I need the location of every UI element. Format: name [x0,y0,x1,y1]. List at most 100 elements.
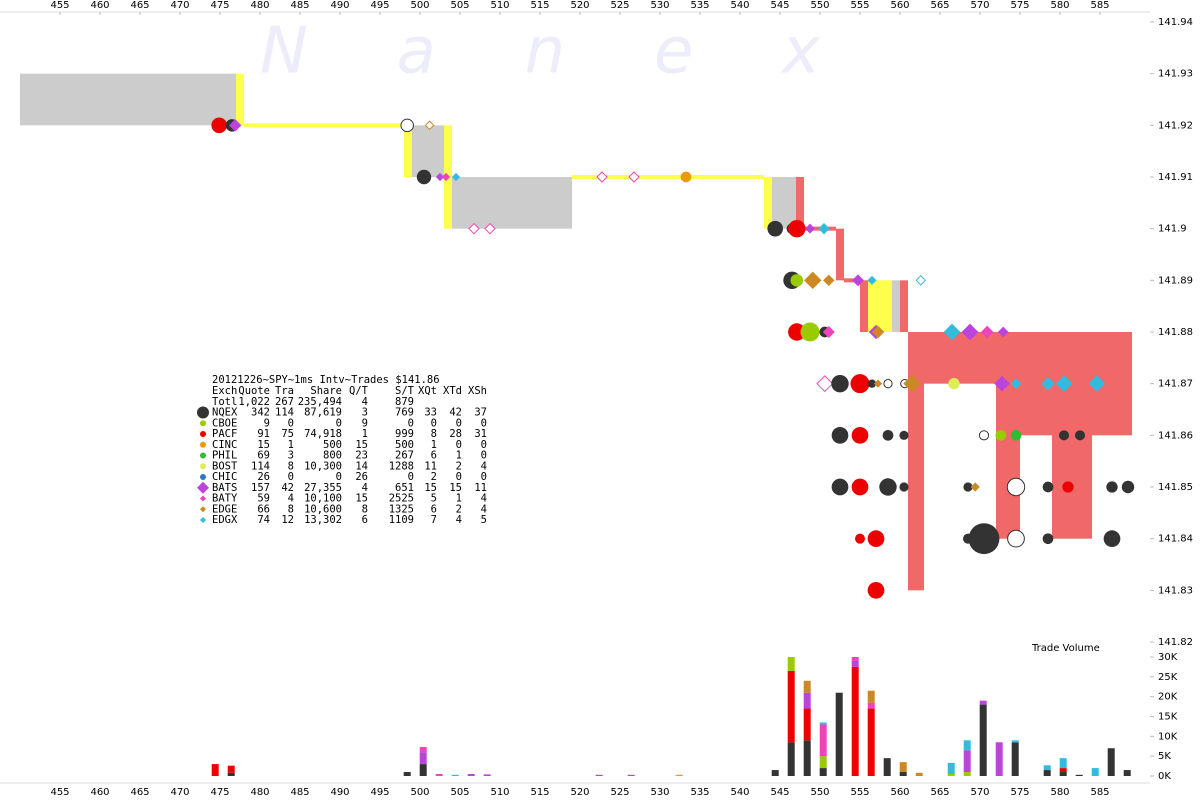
volume-segment [819,724,827,757]
y-tick-label: 141.9 [1158,224,1187,235]
volume-segment [435,774,443,776]
quote-span [860,280,868,332]
stats-cell: 4 [362,482,368,494]
x-tick-label-top: 575 [1010,0,1029,11]
x-tick-label-bottom: 560 [890,787,909,798]
y-tick-label: 141.88 [1158,327,1193,338]
volume-segment [851,666,859,776]
stats-cell: 4 [481,460,487,472]
volume-segment [819,756,827,769]
stats-cell: 27,355 [304,482,342,494]
quote-span [868,280,892,332]
volume-segment [675,774,683,776]
stats-cell: 10,600 [304,503,342,515]
stats-cell: 8 [431,428,437,440]
trade [961,323,979,341]
x-tick-label-bottom: 475 [210,787,229,798]
trade [596,171,608,183]
stats-cell: 4 [481,503,487,515]
volume-label: Trade Volume [1031,643,1100,654]
x-tick-label-top: 540 [730,0,749,11]
x-tick-label-top: 485 [290,0,309,11]
x-tick-label-bottom: 500 [410,787,429,798]
stats-cell: CBOE [212,417,237,429]
stats-cell: EDGX [212,514,238,526]
stats-cell: 37 [474,407,487,419]
volume-segment [467,774,475,776]
x-tick-label-bottom: 510 [490,787,509,798]
x-tick-label-top: 550 [810,0,829,11]
x-tick-label-top: 490 [330,0,349,11]
stats-cell: 500 [395,439,414,451]
x-tick-label-top: 480 [250,0,269,11]
volume-segment [1123,770,1131,776]
stats-cell: 1 [456,493,462,505]
volume-segment [211,764,219,776]
trade [980,325,994,339]
trade [823,274,835,287]
y-tick-label: 141.89 [1158,275,1193,286]
x-tick-label-top: 535 [690,0,709,11]
x-tick-label-top: 545 [770,0,789,11]
trade [805,223,815,234]
trade [994,375,1010,392]
volume-segment [1091,768,1099,776]
quote-span [244,123,404,128]
stats-cell: 15 [424,482,437,494]
volume-segment [1107,748,1115,776]
volume-segment [979,704,987,776]
volume-segment [963,772,971,776]
y2-tick-label: 0K [1158,771,1171,782]
stats-cell: 3 [288,450,294,462]
stats-cell: 500 [323,439,342,451]
trade [1088,375,1106,393]
stats-cell: 12 [281,514,294,526]
stats-cell: 267 [395,450,414,462]
stats-cell: 91 [257,428,270,440]
x-tick-label-top: 455 [50,0,69,11]
stats-cell: 114 [251,460,270,472]
trade [468,222,480,235]
x-tick-label-top: 515 [530,0,549,11]
x-tick-label-top: 505 [450,0,469,11]
x-tick-label-top: 530 [650,0,669,11]
stats-cell: 4 [456,514,462,526]
volume-segment [851,657,859,661]
volume-segment [867,690,875,703]
volume-segment [787,670,795,743]
legend-marker [200,441,206,448]
stats-cell: 1 [362,428,368,440]
trade [879,478,897,496]
stats-cell: 0 [456,439,462,451]
trade [867,379,877,388]
y2-tick-label: 30K [1158,652,1178,663]
quote-span [836,228,844,281]
volume-segment [419,747,427,753]
stats-cell: 0 [481,439,487,451]
trade [968,523,1000,555]
stats-cell: 11 [424,460,437,472]
stats-cell: 26 [257,471,270,483]
trade [851,478,869,496]
y-tick-label: 141.84 [1158,534,1193,545]
quote-span [900,280,908,332]
quote-span [572,175,764,179]
watermark: N a n e x [260,15,821,89]
stats-cell: 2 [456,460,462,472]
trade [867,581,885,599]
quote-span [452,177,572,229]
stats-cell: 6 [431,503,437,515]
stats-cell: 74,918 [304,428,342,440]
volume-segment [1059,758,1067,769]
x-tick-label-top: 500 [410,0,429,11]
y2-tick-label: 5K [1158,751,1171,762]
stats-cell: 15 [449,482,462,494]
stats-cell: BATS [212,482,237,494]
x-tick-label-bottom: 550 [810,787,829,798]
stats-cell: 10,300 [304,460,342,472]
stats-cell: CINC [212,439,237,451]
stats-cell: 6 [431,450,437,462]
trade [1042,533,1054,545]
x-tick-label-top: 520 [570,0,589,11]
x-tick-label-bottom: 565 [930,787,949,798]
